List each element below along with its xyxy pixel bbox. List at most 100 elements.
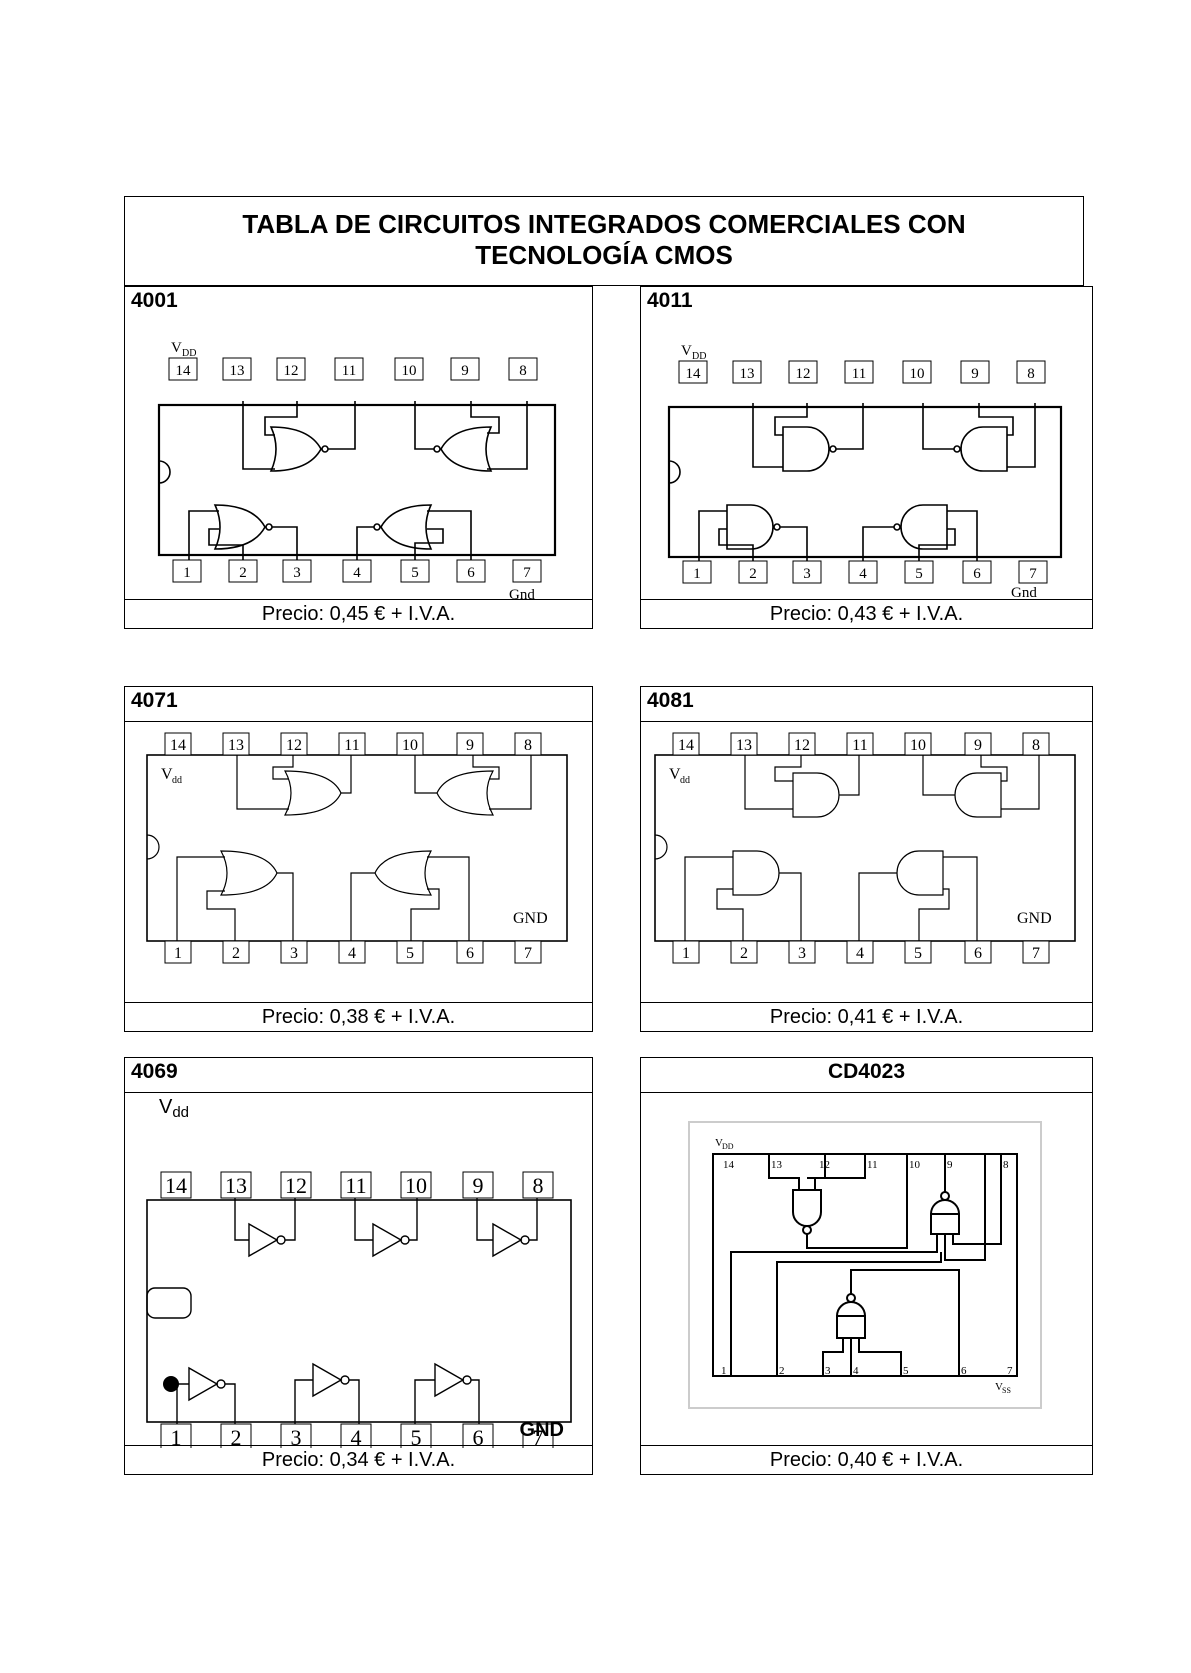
pin-1: 1 [174,945,182,962]
pin-13: 13 [228,737,244,754]
supply-label: V [681,343,692,359]
pin-9: 9 [974,737,982,754]
pin-7: 7 [1029,566,1037,582]
header-divider [641,721,1092,722]
pin-12: 12 [285,1173,307,1198]
pin-7: 7 [533,1425,544,1448]
page-title: TABLA DE CIRCUITOS INTEGRADOS COMERCIALE… [124,196,1084,286]
pin-1: 1 [183,565,191,581]
pin-3: 3 [803,566,811,582]
chip-name: 4071 [131,689,178,712]
pin-6: 6 [974,945,982,962]
pin-6: 6 [961,1365,967,1377]
pin-3: 3 [291,1425,302,1448]
pin-8: 8 [1027,366,1035,382]
pin-10: 10 [910,366,925,382]
pin-3: 3 [293,565,301,581]
pin-6: 6 [467,565,475,581]
ground-label: GND [513,910,548,927]
chip-card-4001: 4001 [124,286,593,629]
pin-8: 8 [524,737,532,754]
pin-6: 6 [473,1425,484,1448]
ground-label: GND [519,1419,564,1441]
pin-11: 11 [344,737,359,754]
pin-3: 3 [798,945,806,962]
pin-14: 14 [723,1159,735,1171]
price-label: Precio: 0,34 € + I.V.A. [125,1445,592,1474]
pin-7: 7 [1032,945,1040,962]
supply-label: V [171,340,182,356]
pinout-diagram-4081: 14 13 12 11 10 9 8 1 2 3 4 5 6 7 V dd GN… [654,732,1076,964]
pin-7: 7 [523,565,531,581]
pin-11: 11 [852,737,867,754]
ground-label: Gnd [1011,585,1037,600]
pin-14: 14 [176,363,192,379]
pin-7: 7 [524,945,532,962]
price-label: Precio: 0,38 € + I.V.A. [125,1002,592,1031]
pin-3: 3 [290,945,298,962]
pin-10: 10 [402,737,418,754]
pin-11: 11 [345,1173,366,1198]
chip-name: 4069 [131,1060,178,1083]
pin-2: 2 [231,1425,242,1448]
pin-13: 13 [225,1173,247,1198]
pin-13: 13 [230,363,245,379]
pin-2: 2 [749,566,757,582]
pinout-diagram-4011: 14 13 12 11 10 9 8 1 2 3 4 5 6 7 V DD Gn… [667,343,1063,600]
ground-label: Gnd [509,587,535,600]
title-line-1: TABLA DE CIRCUITOS INTEGRADOS COMERCIALE… [242,209,966,239]
chip-name: 4081 [647,689,694,712]
pin-11: 11 [342,363,356,379]
pin-14: 14 [678,737,694,754]
chip-card-4081: 4081 [640,686,1093,1032]
pin-14: 14 [165,1173,187,1198]
supply-sub: dd [680,775,690,786]
pin-4: 4 [859,566,867,582]
price-label: Precio: 0,41 € + I.V.A. [641,1002,1092,1031]
supply-label-4069: Vdd [159,1096,189,1121]
pin-14: 14 [686,366,702,382]
price-label: Precio: 0,45 € + I.V.A. [125,599,592,628]
chip-card-4071: 4071 [124,686,593,1032]
pin-12: 12 [796,366,811,382]
supply-sub: dd [172,1104,190,1121]
header-divider [125,1092,592,1093]
pin-2: 2 [239,565,247,581]
supply-sub: DD [722,1142,734,1151]
pin-12: 12 [819,1159,830,1171]
pin-1: 1 [693,566,701,582]
pin-13: 13 [736,737,752,754]
pin-9: 9 [466,737,474,754]
supply-label: V [159,1096,173,1118]
header-divider [641,1092,1092,1093]
pin-row-bottom [172,559,542,583]
pin-2: 2 [779,1365,785,1377]
pin-4: 4 [348,945,356,962]
supply-label: V [161,766,173,783]
pin-8: 8 [533,1173,544,1198]
pinout-diagram-4001 [157,401,557,560]
chip-name: 4011 [647,289,693,312]
pin-10: 10 [909,1159,921,1171]
pin-1: 1 [682,945,690,962]
header-divider [125,721,592,722]
chip-name: CD4023 [827,1060,906,1083]
pin-5: 5 [914,945,922,962]
pin-row-top [168,357,538,381]
pin-5: 5 [411,565,419,581]
pin-5: 5 [915,566,923,582]
pin-12: 12 [794,737,810,754]
pin-1: 1 [721,1365,727,1377]
price-label: Precio: 0,43 € + I.V.A. [641,599,1092,628]
pin-9: 9 [473,1173,484,1198]
pin-12: 12 [286,737,302,754]
pin-11: 11 [852,366,866,382]
pin-4: 4 [351,1425,362,1448]
pin-8: 8 [519,363,527,379]
pin-13: 13 [740,366,755,382]
pin-10: 10 [405,1173,427,1198]
pin-6: 6 [466,945,474,962]
supply-label: V [669,766,681,783]
pin-9: 9 [947,1159,953,1171]
pin-10: 10 [910,737,926,754]
